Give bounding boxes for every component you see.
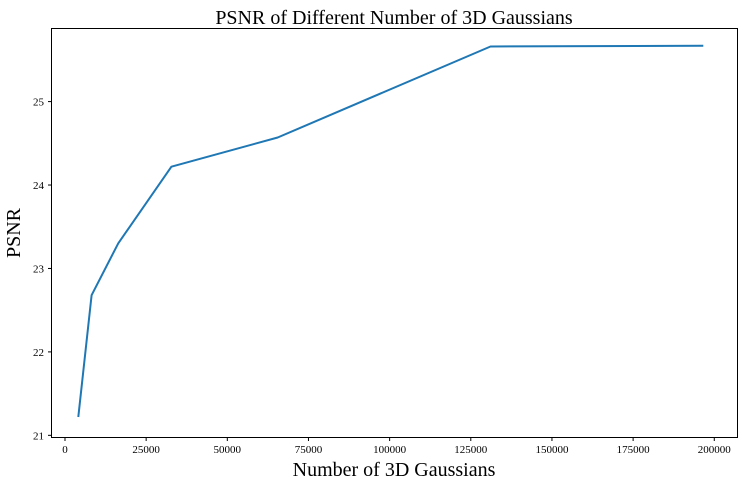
x-tick-label: 150000	[535, 444, 569, 456]
series-line	[77, 44, 704, 418]
x-axis-ticks: 0 25000 50000 75000 100000 125000 150000 175000…	[62, 437, 731, 456]
x-tick-label: 100000	[373, 444, 407, 456]
chart-title: PSNR of Different Number of 3D Gaussians	[215, 7, 573, 29]
x-tick-label: 0	[62, 444, 68, 456]
y-tick-label: 22	[33, 347, 44, 359]
y-tick-label: 23	[33, 263, 45, 275]
plot-frame	[51, 28, 738, 438]
y-tick-label: 25	[33, 97, 45, 109]
x-tick-label: 75000	[295, 444, 323, 456]
series-layer	[77, 44, 704, 418]
y-axis-title: PSNR	[3, 207, 25, 258]
x-tick-label: 50000	[214, 444, 242, 456]
y-tick-label: 24	[33, 180, 45, 192]
x-tick-label: 175000	[617, 444, 651, 456]
x-tick-label: 125000	[454, 444, 488, 456]
y-axis-ticks: 21 22 23 24 25	[33, 97, 52, 442]
y-tick-label: 21	[33, 430, 44, 442]
x-axis-title: Number of 3D Gaussians	[293, 459, 496, 481]
x-tick-label: 25000	[132, 444, 160, 456]
x-tick-label: 200000	[698, 444, 732, 456]
